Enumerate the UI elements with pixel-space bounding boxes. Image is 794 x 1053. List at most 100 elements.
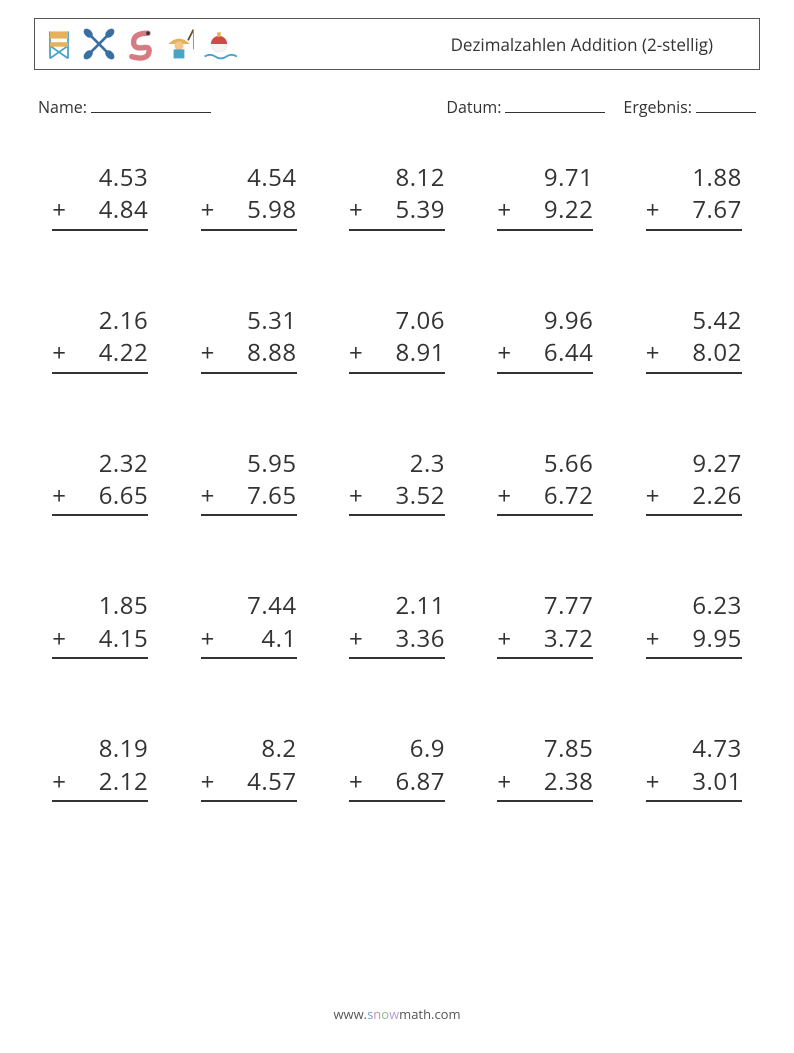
- footer-prefix: www.: [333, 1005, 367, 1023]
- operand-b: +9.95: [646, 623, 742, 659]
- operand-b: +8.88: [201, 337, 297, 373]
- problem: 2.3+3.52: [349, 448, 445, 517]
- problem: 5.31+8.88: [201, 305, 297, 374]
- operand-b-value: 6.44: [544, 336, 593, 369]
- operand-b: +3.01: [646, 766, 742, 802]
- fisher-icon: [161, 26, 197, 62]
- operand-a: 9.96: [497, 305, 593, 337]
- operand-a: 5.95: [201, 448, 297, 480]
- problem: 4.53+4.84: [52, 162, 148, 231]
- date-blank[interactable]: [505, 96, 605, 113]
- problem: 5.42+8.02: [646, 305, 742, 374]
- operand-b-value: 8.02: [692, 336, 741, 369]
- meta-row: Name: Datum: Ergebnis:: [34, 96, 760, 118]
- operator: +: [52, 480, 66, 512]
- operand-a: 2.3: [349, 448, 445, 480]
- problem: 2.32+6.65: [52, 448, 148, 517]
- operand-a: 1.85: [52, 590, 148, 622]
- problem: 2.16+4.22: [52, 305, 148, 374]
- operand-a: 7.85: [497, 733, 593, 765]
- problem: 8.2+4.57: [201, 733, 297, 802]
- operand-a: 8.19: [52, 733, 148, 765]
- operator: +: [349, 337, 363, 369]
- operand-b: +4.57: [201, 766, 297, 802]
- operand-b: +3.72: [497, 623, 593, 659]
- operand-b-value: 7.67: [692, 193, 741, 226]
- operator: +: [349, 480, 363, 512]
- operand-b-value: 6.65: [99, 479, 148, 512]
- name-label: Name:: [38, 96, 87, 118]
- operand-b: +6.72: [497, 480, 593, 516]
- operator: +: [201, 480, 215, 512]
- operator: +: [52, 766, 66, 798]
- operand-b: +9.22: [497, 194, 593, 230]
- problem: 2.11+3.36: [349, 590, 445, 659]
- worm-icon: [121, 26, 157, 62]
- operand-b: +2.26: [646, 480, 742, 516]
- operand-b: +2.12: [52, 766, 148, 802]
- operand-b-value: 3.72: [544, 622, 593, 655]
- operand-a: 9.27: [646, 448, 742, 480]
- result-label: Ergebnis:: [623, 96, 692, 118]
- operator: +: [646, 337, 660, 369]
- operand-b-value: 3.52: [396, 479, 445, 512]
- operand-b: +4.84: [52, 194, 148, 230]
- operator: +: [201, 194, 215, 226]
- header-bar: Dezimalzahlen Addition (2-stellig): [34, 18, 760, 70]
- operator: +: [52, 623, 66, 655]
- worksheet-page: Dezimalzahlen Addition (2-stellig) Name:…: [0, 0, 794, 1053]
- operator: +: [201, 337, 215, 369]
- operand-a: 4.53: [52, 162, 148, 194]
- operand-b: +6.87: [349, 766, 445, 802]
- operand-a: 8.12: [349, 162, 445, 194]
- problem: 8.12+5.39: [349, 162, 445, 231]
- problem: 5.66+6.72: [497, 448, 593, 517]
- operand-b: +5.98: [201, 194, 297, 230]
- problem: 7.85+2.38: [497, 733, 593, 802]
- operator: +: [497, 766, 511, 798]
- operand-b-value: 7.65: [247, 479, 296, 512]
- date-label: Datum:: [446, 96, 501, 118]
- operand-a: 7.06: [349, 305, 445, 337]
- problem: 1.85+4.15: [52, 590, 148, 659]
- operand-b-value: 8.91: [396, 336, 445, 369]
- problem: 7.06+8.91: [349, 305, 445, 374]
- operand-b-value: 6.87: [396, 765, 445, 798]
- problem: 7.44+4.1: [201, 590, 297, 659]
- operand-b-value: 6.72: [544, 479, 593, 512]
- operand-a: 2.32: [52, 448, 148, 480]
- operator: +: [497, 194, 511, 226]
- name-blank[interactable]: [91, 96, 211, 113]
- problem: 5.95+7.65: [201, 448, 297, 517]
- operand-b-value: 3.01: [692, 765, 741, 798]
- operand-a: 6.9: [349, 733, 445, 765]
- operator: +: [201, 766, 215, 798]
- operand-b-value: 5.39: [396, 193, 445, 226]
- operator: +: [349, 194, 363, 226]
- operand-b-value: 4.57: [247, 765, 296, 798]
- operand-a: 9.71: [497, 162, 593, 194]
- operand-b: +3.36: [349, 623, 445, 659]
- operand-a: 1.88: [646, 162, 742, 194]
- operand-b: +3.52: [349, 480, 445, 516]
- operand-b: +7.65: [201, 480, 297, 516]
- operand-b: +4.1: [201, 623, 297, 659]
- footer-o: o: [381, 1005, 389, 1023]
- operand-b: +6.44: [497, 337, 593, 373]
- result-blank[interactable]: [696, 96, 756, 113]
- header-icon-row: [41, 26, 237, 62]
- operand-a: 4.54: [201, 162, 297, 194]
- operand-b: +5.39: [349, 194, 445, 230]
- operator: +: [52, 194, 66, 226]
- operator: +: [646, 480, 660, 512]
- problem: 7.77+3.72: [497, 590, 593, 659]
- operand-b: +6.65: [52, 480, 148, 516]
- operator: +: [646, 766, 660, 798]
- chair-icon: [41, 26, 77, 62]
- footer-url: www.snowmath.com: [0, 1005, 794, 1023]
- problem: 9.96+6.44: [497, 305, 593, 374]
- worksheet-title: Dezimalzahlen Addition (2-stellig): [237, 33, 749, 56]
- operand-b-value: 8.88: [247, 336, 296, 369]
- operand-b-value: 3.36: [396, 622, 445, 655]
- operand-a: 2.16: [52, 305, 148, 337]
